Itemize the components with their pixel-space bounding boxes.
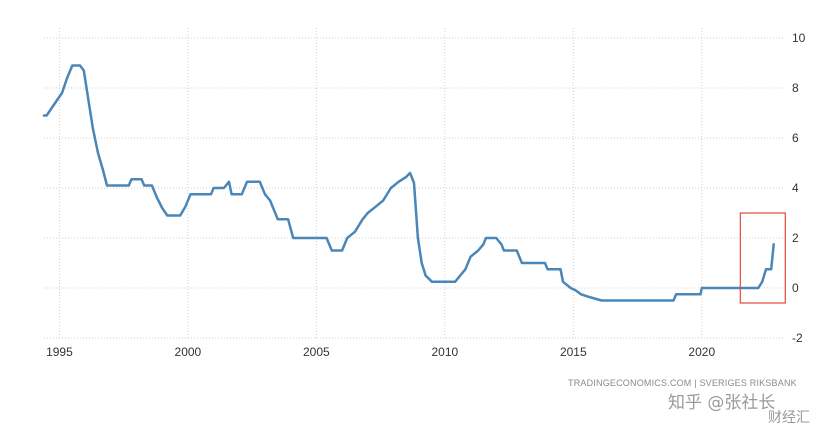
y-tick-label: 10 (792, 31, 806, 45)
watermark: 知乎 @张社长 (668, 393, 776, 413)
y-tick-label: 2 (792, 231, 799, 245)
x-tick-label: 2010 (431, 345, 458, 359)
watermark-secondary: 财经汇 (768, 410, 810, 426)
series-line (42, 64, 775, 302)
x-tick-label: 2020 (688, 345, 715, 359)
x-tick-label: 2015 (560, 345, 587, 359)
source-label: TRADINGECONOMICS.COM | SVERIGES RIKSBANK (568, 378, 797, 388)
y-tick-label: 4 (792, 181, 799, 195)
y-tick-label: 6 (792, 131, 799, 145)
axis-ticks: -2 0 2 4 6 8 10 1995 2000 2005 2010 2015 2020 (46, 31, 806, 359)
x-tick-label: 2005 (303, 345, 330, 359)
x-tick-label: 2000 (175, 345, 202, 359)
highlight-layer (739, 212, 786, 304)
y-tick-label: 8 (792, 81, 799, 95)
y-tick-label: -2 (792, 331, 803, 345)
highlight-box (739, 212, 786, 304)
y-tick-label: 0 (792, 281, 799, 295)
x-tick-label: 1995 (46, 345, 73, 359)
series-layer (42, 64, 775, 302)
